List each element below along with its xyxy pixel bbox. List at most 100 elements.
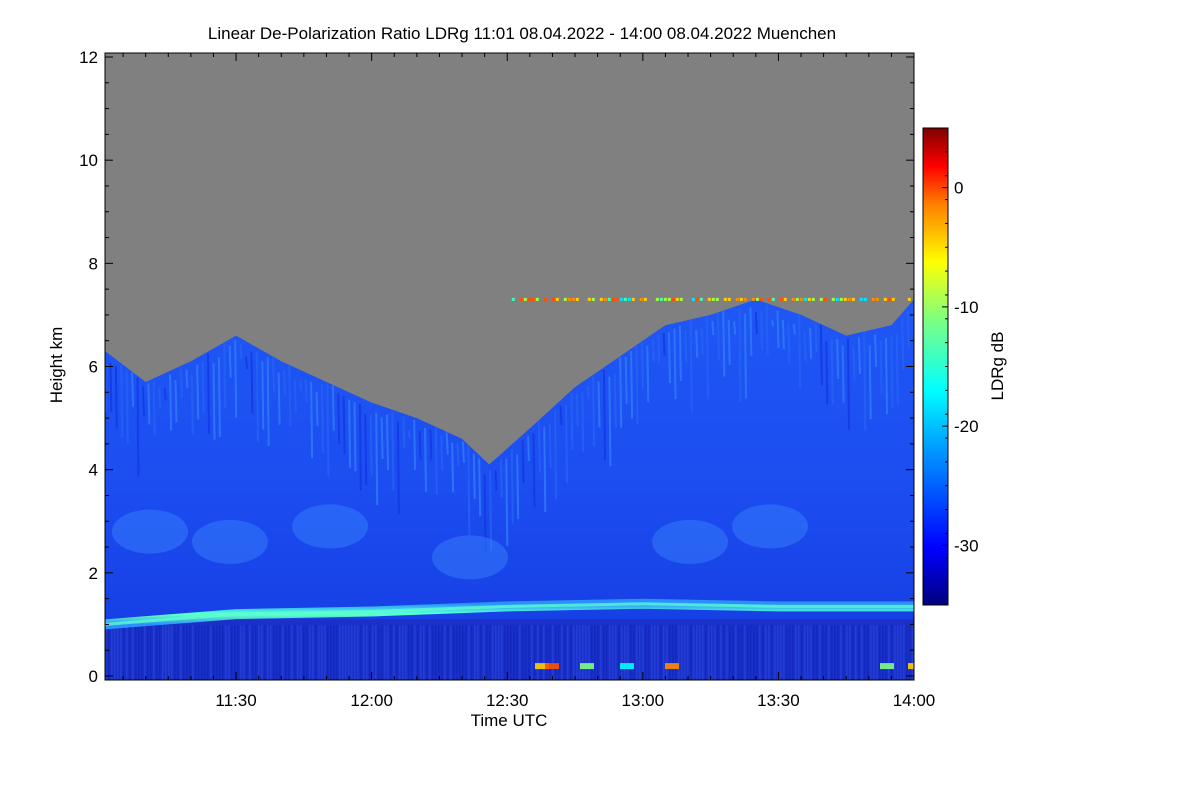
cloud-streak: [749, 307, 753, 357]
lower-stripe: [369, 625, 371, 680]
elevated-layer-point: [807, 297, 811, 301]
lower-stripe: [675, 625, 677, 680]
lower-stripe: [585, 625, 587, 680]
cloud-streak: [272, 357, 276, 392]
lower-stripe: [246, 625, 248, 680]
cloud-streak: [874, 334, 878, 367]
lower-stripe: [117, 625, 119, 680]
cloud-streak: [809, 327, 813, 359]
lower-stripe: [468, 625, 470, 680]
cloud-streak: [613, 373, 617, 428]
elevated-layer-point: [819, 297, 823, 301]
lower-stripe: [582, 625, 584, 680]
lower-stripe: [258, 625, 260, 680]
cloud-streak: [396, 421, 400, 515]
cloud-patch: [732, 504, 808, 549]
cloud-streak: [315, 391, 319, 426]
cloud-streak: [901, 318, 905, 370]
y-tick-label: 2: [89, 564, 98, 583]
cloud-streak: [738, 308, 742, 403]
cloud-streak: [543, 426, 547, 513]
cloud-streak: [375, 412, 379, 506]
y-axis-label: Height km: [47, 327, 66, 404]
lower-stripe: [507, 625, 509, 680]
cloud-streak: [565, 404, 568, 484]
lower-stripe: [336, 625, 338, 680]
lower-stripe: [465, 625, 467, 680]
cloud-streak: [830, 339, 834, 405]
lower-stripe: [312, 625, 314, 680]
lower-stripe: [459, 625, 461, 680]
colorbar-label: LDRg dB: [988, 332, 1007, 401]
lower-stripe: [666, 625, 668, 680]
cloud-streak: [885, 338, 888, 415]
lower-stripe: [627, 625, 629, 680]
lower-stripe: [120, 625, 122, 680]
cloud-streak: [440, 435, 444, 471]
elevated-layer-point: [667, 297, 671, 301]
elevated-layer-point: [659, 297, 663, 301]
lower-stripe: [285, 625, 287, 680]
boundary-layer-core: [105, 602, 914, 626]
cloud-streak: [711, 321, 715, 335]
colorbar-tick-label: -20: [954, 417, 979, 436]
cloud-streak: [706, 316, 709, 399]
cloud-streak: [304, 379, 308, 403]
lower-stripe: [213, 625, 215, 680]
cloud-streak: [429, 429, 433, 460]
cloud-streak: [413, 419, 417, 470]
lower-stripe: [267, 625, 269, 680]
cloud-streak: [776, 310, 780, 349]
lower-stripe: [747, 625, 749, 680]
lower-stripe: [885, 625, 887, 680]
cloud-streak: [716, 312, 720, 360]
lower-stripe: [648, 625, 650, 680]
lower-stripe: [183, 625, 185, 680]
cloud-streak: [727, 319, 731, 365]
ground-spot: [665, 663, 679, 670]
lower-stripe: [579, 625, 581, 680]
cloud-streak: [434, 428, 438, 495]
elevated-layer-point: [723, 297, 727, 301]
lower-stripe: [207, 625, 209, 680]
elevated-layer-point: [587, 297, 591, 301]
elevated-layer-point: [603, 297, 607, 301]
lower-stripe: [171, 625, 173, 680]
cloud-streak: [207, 353, 210, 434]
cloud-streak: [814, 325, 818, 353]
elevated-layer-point: [655, 297, 659, 301]
cloud-streak: [277, 372, 281, 425]
lower-stripe: [576, 625, 578, 680]
lower-stripe: [498, 625, 500, 680]
cloud-streak: [212, 363, 216, 440]
lower-stripe: [735, 625, 737, 680]
lower-stripe: [804, 625, 806, 680]
lower-stripe: [783, 625, 785, 680]
lower-stripe: [492, 625, 494, 680]
cloud-streak: [364, 413, 368, 486]
lower-stripe: [732, 625, 734, 680]
lower-stripe: [159, 625, 161, 680]
lower-stripe: [132, 625, 134, 680]
elevated-layer-point: [907, 297, 911, 301]
lower-stripe: [294, 625, 296, 680]
lower-stripe: [606, 625, 608, 680]
lower-stripe: [723, 625, 725, 680]
lower-stripe: [858, 625, 860, 680]
lower-stripe: [816, 625, 818, 680]
lower-stripe: [141, 625, 143, 680]
lower-stripe: [555, 625, 557, 680]
elevated-layer-point: [847, 297, 851, 301]
elevated-layer-point: [891, 297, 895, 301]
lower-stripe: [144, 625, 146, 680]
lower-stripe: [390, 625, 392, 680]
lower-stripe: [186, 625, 188, 680]
cloud-streak: [879, 340, 883, 395]
lower-stripe: [876, 625, 878, 680]
lower-stripe: [645, 625, 647, 680]
lower-stripe: [306, 625, 308, 680]
cloud-streak: [239, 343, 243, 360]
cloud-streak: [461, 441, 465, 463]
lower-stripe: [522, 625, 524, 680]
